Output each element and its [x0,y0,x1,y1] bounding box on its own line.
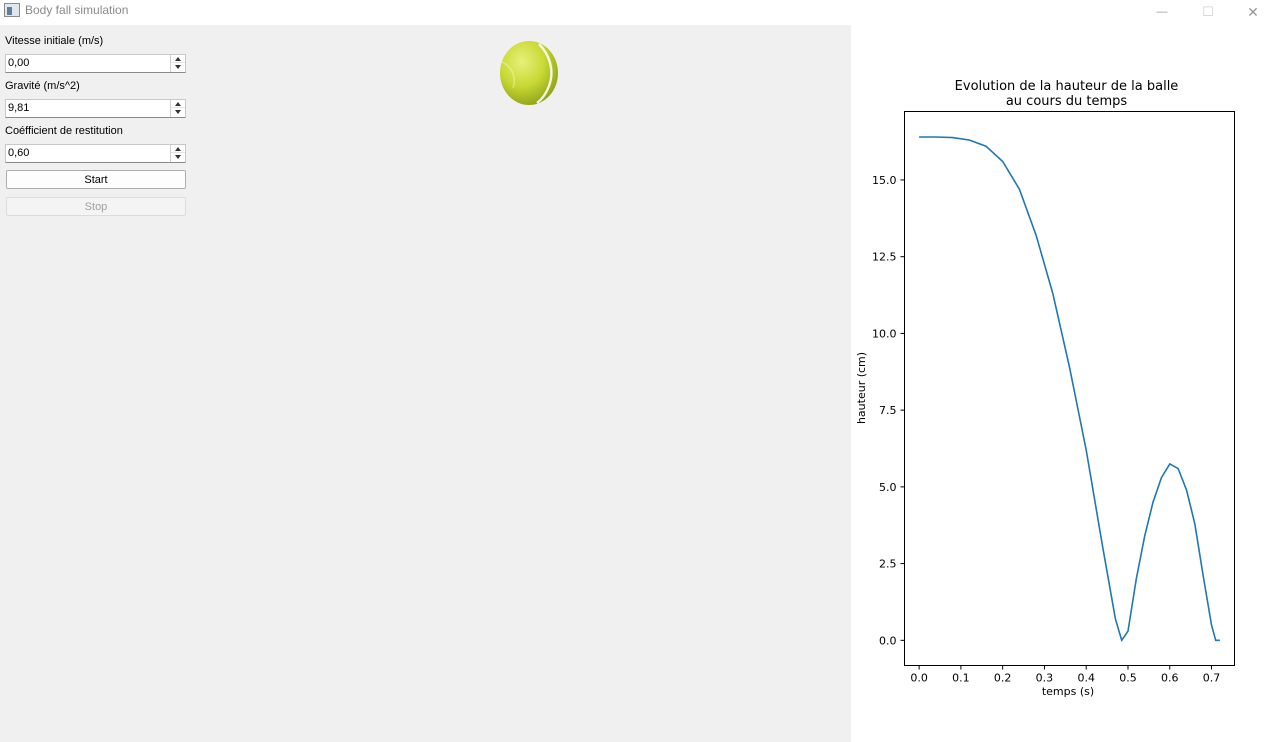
gravity-down-button[interactable] [171,108,185,116]
x-tick-label: 0.0 [910,672,928,685]
minimize-icon: — [1156,6,1168,18]
minimize-button[interactable]: — [1139,0,1185,24]
window-title: Body fall simulation [25,3,129,17]
gravity-label: Gravité (m/s^2) [5,80,80,92]
y-tick-label: 7.5 [879,404,897,417]
initial-speed-down-button[interactable] [171,63,185,71]
x-axis-ticks: 0.0 0.1 0.2 0.3 0.4 0.5 0.6 0.7 [910,665,1221,685]
restitution-spinbox[interactable]: 0,60 [5,144,186,163]
arrow-down-icon [175,65,181,69]
stop-button[interactable]: Stop [6,197,186,216]
maximize-icon: ☐ [1202,4,1214,19]
restitution-up-button[interactable] [171,145,185,153]
series-line [919,136,1220,643]
arrow-down-icon [175,155,181,159]
restitution-label: Coéfficient de restitution [5,125,123,137]
y-tick-label: 10.0 [872,327,897,340]
arrow-up-icon [175,101,181,106]
gravity-up-button[interactable] [171,100,185,108]
maximize-button[interactable]: ☐ [1185,0,1231,24]
height-chart: Evolution de la hauteur de la balle au c… [855,79,1235,698]
initial-speed-label: Vitesse initiale (m/s) [5,35,104,47]
chart-title-line-1: Evolution de la hauteur de la balle [955,79,1179,94]
arrow-up-icon [175,146,181,151]
x-tick-label: 0.1 [952,672,970,685]
y-tick-label: 15.0 [872,174,897,187]
start-button[interactable]: Start [6,170,186,189]
app-icon [4,3,20,17]
chart-title-line-2: au cours du temps [1006,94,1128,109]
x-tick-label: 0.2 [994,672,1012,685]
x-tick-label: 0.6 [1161,672,1179,685]
restitution-down-button[interactable] [171,153,185,161]
close-button[interactable]: ✕ [1230,0,1274,24]
tennis-ball-icon [500,41,558,105]
initial-speed-value[interactable]: 0,00 [8,57,30,69]
x-tick-label: 0.3 [1036,672,1054,685]
initial-speed-up-button[interactable] [171,55,185,63]
close-icon: ✕ [1247,3,1259,20]
title-bar: Body fall simulation — ☐ ✕ [0,0,1274,24]
y-tick-label: 5.0 [879,481,897,494]
initial-speed-spinbox[interactable]: 0,00 [5,54,186,73]
arrow-up-icon [175,56,181,61]
arrow-down-icon [175,110,181,114]
y-axis-ticks: 0.0 2.5 5.0 7.5 10.0 12.5 15.0 [872,174,905,647]
gravity-value[interactable]: 9,81 [8,102,30,114]
x-tick-label: 0.4 [1077,672,1095,685]
x-axis-label: temps (s) [1042,685,1094,698]
y-tick-label: 0.0 [879,634,897,647]
chart-panel: Evolution de la hauteur de la balle au c… [851,25,1274,742]
y-tick-label: 2.5 [879,558,897,571]
y-tick-label: 12.5 [872,251,897,264]
restitution-value[interactable]: 0,60 [8,147,30,159]
x-tick-label: 0.5 [1119,672,1137,685]
y-axis-label: hauteur (cm) [855,352,868,424]
simulation-panel: Vitesse initiale (m/s) 0,00 Gravité (m/s… [0,25,851,742]
plot-frame [904,111,1235,666]
x-tick-label: 0.7 [1203,672,1221,685]
gravity-spinbox[interactable]: 9,81 [5,99,186,118]
